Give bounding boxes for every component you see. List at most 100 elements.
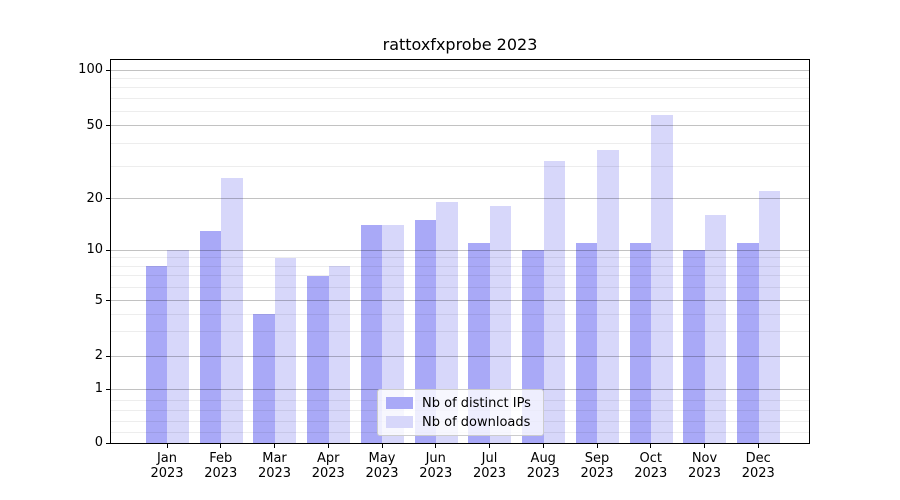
minor-gridline-90 [111, 77, 809, 79]
ips-bar-mar [253, 314, 275, 443]
downloads-bar-oct [651, 115, 673, 443]
minor-gridline-4 [111, 313, 809, 315]
x-tick-month: Jun [425, 451, 446, 466]
legend-label-1: Nb of downloads [422, 414, 531, 430]
x-tick-label-may: May 2023 [354, 451, 410, 481]
chart-title: rattoxfxprobe 2023 [382, 35, 538, 54]
x-tick-label-sep: Sep 2023 [569, 451, 625, 481]
ips-bar-dec [737, 242, 759, 443]
x-tick-apr [327, 444, 329, 448]
x-tick-aug [542, 444, 544, 448]
minor-gridline-80 [111, 87, 809, 89]
plot-area [110, 59, 810, 444]
x-tick-label-nov: Nov 2023 [677, 451, 733, 481]
y-tick-20 [106, 198, 110, 199]
minor-gridline-60 [111, 110, 809, 112]
x-tick-label-feb: Feb 2023 [193, 451, 249, 481]
y-tick-label-10: 10 [86, 242, 103, 257]
ips-bar-feb [199, 230, 222, 443]
x-tick-month: Mar [262, 451, 287, 466]
x-tick-label-apr: Apr 2023 [300, 451, 356, 481]
x-tick-year: 2023 [311, 466, 345, 481]
y-tick-50 [106, 125, 110, 127]
major-gridline-20 [111, 198, 809, 199]
ips-bar-sep [575, 242, 598, 443]
y-tick-100 [106, 69, 110, 71]
y-tick-5 [106, 300, 110, 301]
x-tick-month: Aug [530, 451, 556, 466]
minor-gridline-9 [111, 257, 809, 259]
x-tick-label-jan: Jan 2023 [139, 451, 195, 481]
x-tick-year: 2023 [580, 466, 614, 481]
x-tick-sep [596, 444, 598, 448]
ips-bar-jun [414, 219, 437, 443]
x-tick-month: Feb [209, 451, 233, 466]
downloads-bar-apr [328, 266, 351, 443]
x-tick-month: May [368, 451, 396, 466]
x-tick-year: 2023 [419, 466, 453, 481]
downloads-bar-sep [597, 149, 619, 443]
x-tick-month: Sep [584, 451, 610, 466]
downloads-bar-nov [704, 215, 727, 443]
downloads-bar-jun [436, 202, 458, 443]
x-tick-year: 2023 [634, 466, 668, 481]
minor-gridline-6 [111, 286, 809, 288]
major-gridline-10 [111, 249, 809, 251]
downloads-bar-aug [543, 161, 566, 443]
x-tick-feb [220, 444, 222, 448]
x-tick-month: Apr [317, 451, 340, 466]
minor-gridline-70 [111, 98, 809, 100]
major-gridline-5 [111, 300, 809, 301]
x-tick-month: Jul [481, 451, 498, 466]
y-tick-label-100: 100 [78, 62, 103, 77]
x-tick-dec [757, 444, 759, 448]
minor-gridline-7 [111, 275, 809, 277]
ips-bar-may [360, 225, 383, 443]
x-tick-jul [489, 444, 490, 448]
legend-item-1: Nb of downloads [386, 415, 535, 430]
x-tick-month: Oct [639, 451, 662, 466]
minor-gridline-40 [111, 142, 809, 144]
x-tick-may [381, 444, 383, 448]
x-tick-year: 2023 [204, 466, 238, 481]
ips-bar-apr [307, 275, 329, 443]
major-gridline-2 [111, 355, 809, 357]
x-tick-label-oct: Oct 2023 [623, 451, 679, 481]
x-tick-mar [274, 444, 275, 448]
minor-gridline-3 [111, 330, 809, 332]
x-tick-label-mar: Mar 2023 [247, 451, 303, 481]
legend-swatch-0 [386, 397, 413, 409]
x-tick-label-jun: Jun 2023 [408, 451, 464, 481]
y-tick-label-1: 1 [94, 381, 103, 397]
ips-bar-oct [629, 242, 652, 443]
x-tick-oct [650, 444, 652, 448]
downloads-bar-jul [489, 206, 512, 443]
ips-bar-jan [145, 266, 168, 443]
y-tick-label-20: 20 [86, 190, 103, 206]
x-tick-year: 2023 [472, 466, 507, 481]
downloads-bar-feb [221, 177, 243, 443]
downloads-bar-jan [167, 250, 189, 443]
y-tick-label-5: 5 [94, 292, 103, 308]
major-gridline-100 [111, 69, 809, 71]
major-gridline-50 [111, 125, 809, 127]
x-tick-label-dec: Dec 2023 [730, 451, 786, 481]
y-tick-label-0: 0 [94, 435, 103, 450]
downloads-bar-may [382, 225, 404, 443]
y-tick-label-50: 50 [86, 117, 103, 133]
y-tick-10 [106, 249, 110, 251]
x-tick-year: 2023 [687, 466, 722, 481]
downloads-bar-dec [758, 190, 781, 443]
x-tick-year: 2023 [257, 466, 292, 481]
x-tick-year: 2023 [741, 466, 775, 481]
minor-gridline-30 [111, 165, 809, 167]
y-tick-label-2: 2 [94, 348, 103, 363]
x-tick-year: 2023 [365, 466, 399, 481]
x-tick-nov [704, 444, 705, 448]
ips-bar-nov [683, 250, 705, 443]
x-tick-jan [166, 444, 168, 448]
x-tick-jun [435, 444, 437, 448]
x-tick-month: Jan [156, 451, 178, 466]
x-tick-year: 2023 [526, 466, 560, 481]
